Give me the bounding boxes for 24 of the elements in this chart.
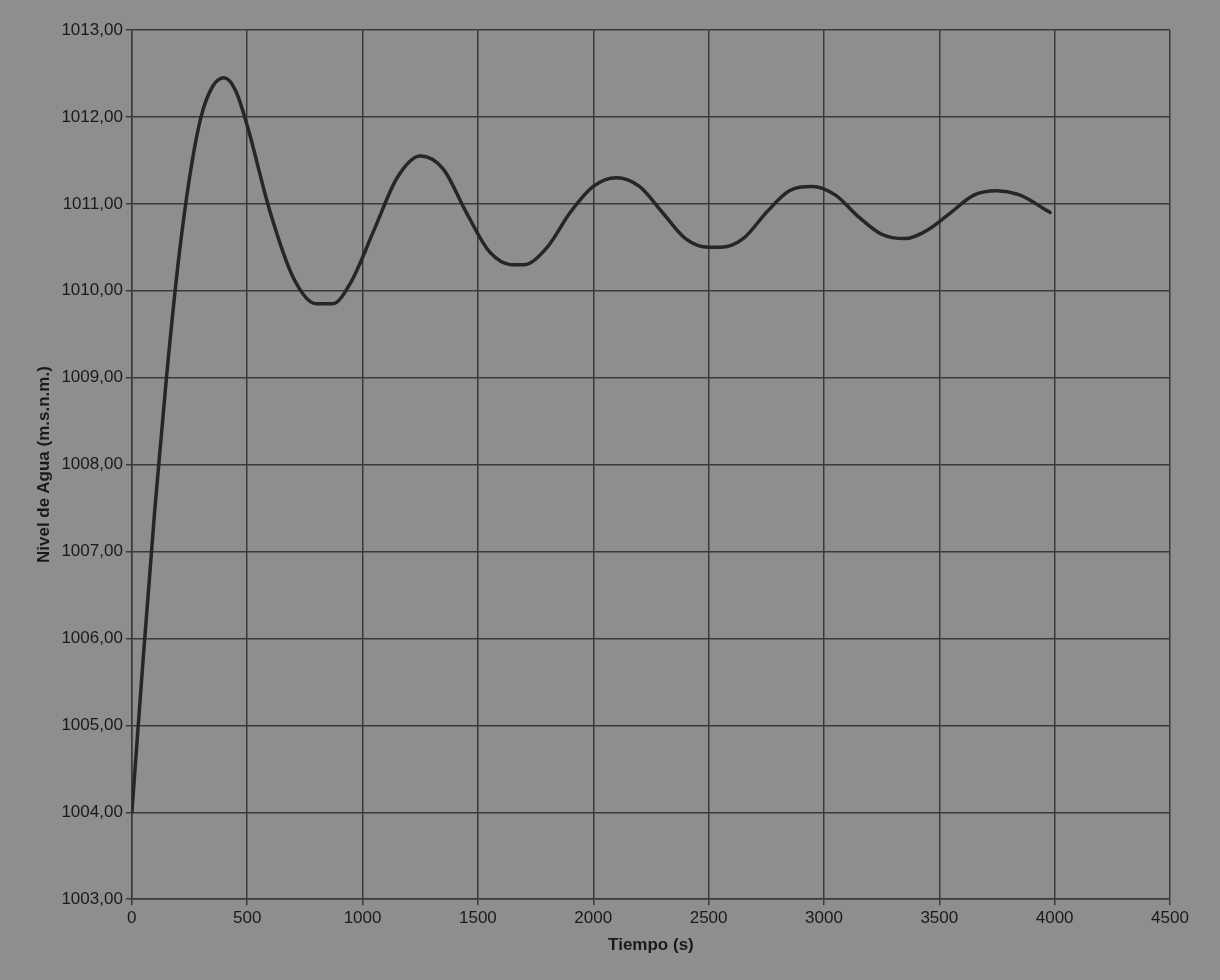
y-tick-label: 1008,00 (61, 454, 123, 474)
y-tick-label: 1005,00 (61, 715, 123, 735)
y-tick-label: 1003,00 (61, 888, 123, 908)
x-tick-label: 3500 (920, 908, 959, 928)
x-tick-label: 3000 (805, 908, 843, 928)
y-tick-label: 1013,00 (61, 19, 123, 39)
y-tick-label: 1007,00 (61, 541, 123, 561)
x-tick-label: 1000 (343, 908, 382, 928)
y-tick-label: 1009,00 (61, 367, 123, 387)
x-tick-label: 4500 (1151, 908, 1189, 928)
y-tick-label: 1006,00 (61, 628, 123, 648)
x-tick-label: 2000 (574, 908, 613, 928)
x-tick-label: 0 (127, 908, 137, 928)
x-tick-label: 2500 (689, 908, 728, 928)
y-tick-label: 1011,00 (62, 193, 123, 213)
x-tick-label: 4000 (1035, 908, 1074, 928)
x-tick-label: 500 (233, 908, 262, 928)
y-tick-label: 1012,00 (61, 106, 123, 126)
line-series (131, 76, 1052, 815)
y-axis-title: Nivel de Agua (m.s.n.m.) (33, 366, 53, 563)
y-tick-label: 1010,00 (61, 280, 123, 300)
y-tick-label: 1004,00 (61, 801, 123, 821)
x-tick-label: 1500 (458, 908, 497, 928)
x-axis-title: Tiempo (s) (608, 935, 694, 955)
